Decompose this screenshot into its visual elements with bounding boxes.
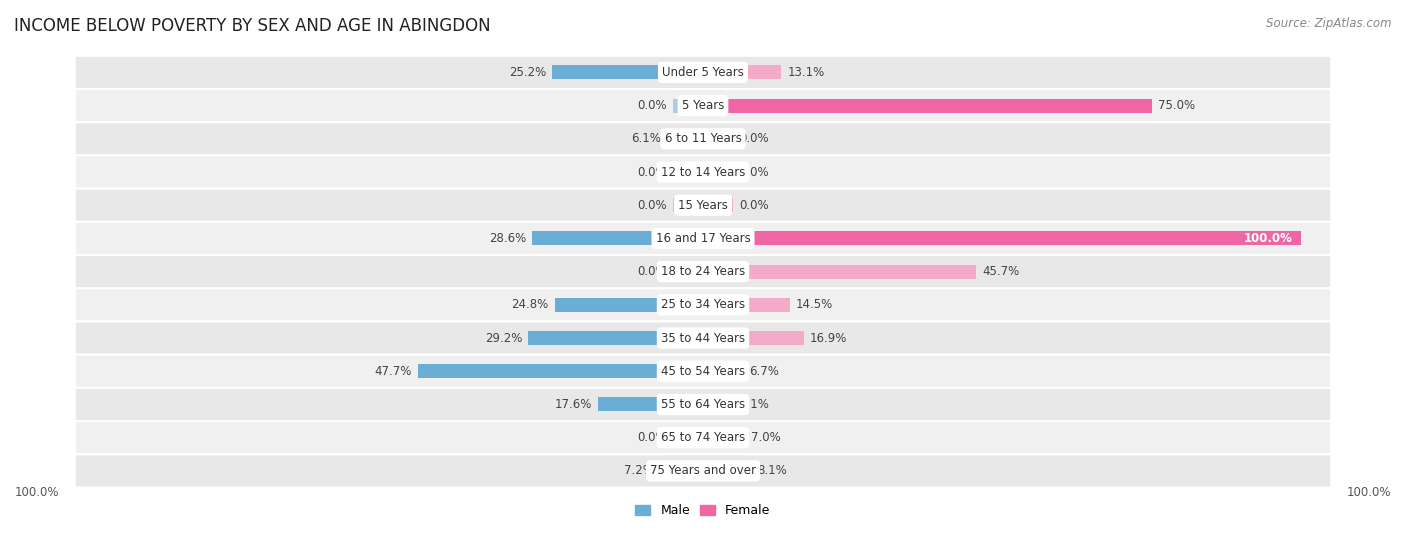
FancyBboxPatch shape	[75, 321, 1331, 354]
FancyBboxPatch shape	[75, 122, 1331, 155]
Text: 75.0%: 75.0%	[1157, 99, 1195, 112]
Text: 4.1%: 4.1%	[740, 398, 769, 411]
Text: 0.0%: 0.0%	[740, 165, 769, 178]
Text: 65 to 74 Years: 65 to 74 Years	[661, 431, 745, 444]
Text: 6 to 11 Years: 6 to 11 Years	[665, 132, 741, 145]
Text: 12 to 14 Years: 12 to 14 Years	[661, 165, 745, 178]
FancyBboxPatch shape	[75, 56, 1331, 89]
Bar	[703, 464, 751, 478]
Bar	[673, 430, 703, 444]
Text: 13.1%: 13.1%	[787, 66, 824, 79]
Bar	[598, 397, 703, 411]
Bar	[703, 65, 782, 79]
FancyBboxPatch shape	[75, 155, 1331, 188]
Bar	[703, 98, 1152, 112]
Text: 45 to 54 Years: 45 to 54 Years	[661, 365, 745, 378]
Bar	[418, 364, 703, 378]
Text: 25 to 34 Years: 25 to 34 Years	[661, 299, 745, 311]
Text: 24.8%: 24.8%	[512, 299, 548, 311]
Text: 75 Years and over: 75 Years and over	[650, 465, 756, 477]
Text: 55 to 64 Years: 55 to 64 Years	[661, 398, 745, 411]
Text: 14.5%: 14.5%	[796, 299, 832, 311]
Legend: Male, Female: Male, Female	[630, 499, 776, 522]
FancyBboxPatch shape	[75, 288, 1331, 321]
Bar	[554, 298, 703, 312]
Text: Under 5 Years: Under 5 Years	[662, 66, 744, 79]
Bar	[703, 364, 744, 378]
Text: 8.1%: 8.1%	[758, 465, 787, 477]
Bar	[673, 264, 703, 278]
Text: 35 to 44 Years: 35 to 44 Years	[661, 331, 745, 344]
Bar	[531, 231, 703, 245]
Text: 0.0%: 0.0%	[637, 265, 666, 278]
Text: 0.0%: 0.0%	[740, 199, 769, 212]
Text: 18 to 24 Years: 18 to 24 Years	[661, 265, 745, 278]
Bar	[553, 65, 703, 79]
FancyBboxPatch shape	[75, 421, 1331, 454]
Bar	[673, 165, 703, 179]
Bar	[673, 198, 703, 212]
Bar	[666, 132, 703, 146]
Text: INCOME BELOW POVERTY BY SEX AND AGE IN ABINGDON: INCOME BELOW POVERTY BY SEX AND AGE IN A…	[14, 17, 491, 35]
Text: 5 Years: 5 Years	[682, 99, 724, 112]
Text: 25.2%: 25.2%	[509, 66, 547, 79]
Bar	[529, 331, 703, 345]
Text: 7.0%: 7.0%	[751, 431, 780, 444]
Text: 100.0%: 100.0%	[1243, 232, 1292, 245]
Bar	[703, 231, 1302, 245]
Text: 15 Years: 15 Years	[678, 199, 728, 212]
Text: 0.0%: 0.0%	[637, 99, 666, 112]
Bar	[673, 98, 703, 112]
Text: 100.0%: 100.0%	[1347, 486, 1391, 499]
Bar	[703, 397, 733, 411]
FancyBboxPatch shape	[75, 188, 1331, 222]
Text: 47.7%: 47.7%	[374, 365, 412, 378]
Text: 7.2%: 7.2%	[624, 465, 654, 477]
Text: 17.6%: 17.6%	[554, 398, 592, 411]
Text: 16 and 17 Years: 16 and 17 Years	[655, 232, 751, 245]
Text: 0.0%: 0.0%	[637, 199, 666, 212]
Text: 45.7%: 45.7%	[983, 265, 1019, 278]
Text: 6.1%: 6.1%	[631, 132, 661, 145]
Text: Source: ZipAtlas.com: Source: ZipAtlas.com	[1267, 17, 1392, 30]
Text: 100.0%: 100.0%	[15, 486, 59, 499]
Text: 0.0%: 0.0%	[637, 431, 666, 444]
Bar	[659, 464, 703, 478]
Bar	[703, 430, 745, 444]
Bar	[703, 165, 733, 179]
Bar	[703, 264, 976, 278]
FancyBboxPatch shape	[75, 388, 1331, 421]
Text: 16.9%: 16.9%	[810, 331, 848, 344]
Bar	[703, 331, 804, 345]
FancyBboxPatch shape	[75, 222, 1331, 255]
Bar	[703, 132, 733, 146]
Text: 0.0%: 0.0%	[740, 132, 769, 145]
Bar	[703, 298, 790, 312]
Bar	[703, 198, 733, 212]
Text: 28.6%: 28.6%	[489, 232, 526, 245]
FancyBboxPatch shape	[75, 454, 1331, 487]
FancyBboxPatch shape	[75, 89, 1331, 122]
Text: 6.7%: 6.7%	[749, 365, 779, 378]
FancyBboxPatch shape	[75, 354, 1331, 388]
Text: 29.2%: 29.2%	[485, 331, 522, 344]
FancyBboxPatch shape	[75, 255, 1331, 288]
Text: 0.0%: 0.0%	[637, 165, 666, 178]
